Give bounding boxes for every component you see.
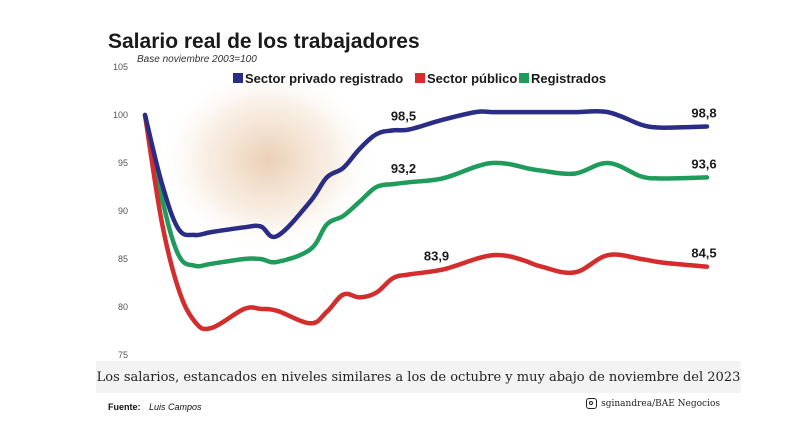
series-line: [142, 112, 710, 332]
source: Fuente: Luis Campos: [108, 402, 202, 412]
legend-entry: Registrados: [531, 71, 606, 86]
y-axis: 105 100 95 90 85 80 75: [113, 62, 128, 360]
y-tick-label: 100: [113, 110, 128, 120]
caption-bar: Los salarios, estancados en niveles simi…: [96, 361, 741, 393]
chart-subtitle: Base noviembre 2003=100: [137, 54, 257, 65]
y-tick-label: 90: [118, 206, 128, 216]
data-labels: 98,5 98,8 83,9 84,5 93,2 93,6: [391, 106, 717, 264]
credit-text: sginandrea/BAE Negocios: [601, 398, 720, 409]
instagram-icon: [586, 398, 598, 409]
y-tick-label: 105: [113, 62, 128, 72]
chart-title: Salario real de los trabajadores: [108, 30, 420, 53]
data-label: 98,5: [391, 108, 416, 123]
y-tick-label: 95: [118, 158, 128, 168]
data-label: 93,2: [391, 161, 416, 176]
caption: Los salarios, estancados en niveles simi…: [96, 369, 741, 385]
source-value: Luis Campos: [149, 402, 202, 412]
series-line: [142, 112, 710, 269]
source-label: Fuente:: [108, 402, 141, 412]
background-photo: [158, 65, 378, 255]
legend-swatch: [415, 73, 425, 83]
series-line: [142, 108, 710, 240]
series-lines: [142, 108, 710, 332]
y-tick-label: 75: [118, 350, 128, 360]
legend-swatch: [519, 73, 529, 83]
data-label: 98,8: [691, 106, 716, 121]
footer: Fuente: Luis Campos sginandrea/BAE Negoc…: [108, 398, 720, 416]
y-tick-label: 80: [118, 302, 128, 312]
credit: sginandrea/BAE Negocios: [586, 398, 720, 409]
data-label: 83,9: [424, 249, 449, 264]
y-tick-label: 85: [118, 254, 128, 264]
legend-entry: Sector público: [427, 71, 517, 86]
legend: Sector privado registrado Sector público R…: [233, 71, 606, 86]
legend-swatch: [233, 73, 243, 83]
data-label: 93,6: [691, 156, 716, 171]
data-label: 84,5: [691, 246, 716, 261]
legend-entry: Sector privado registrado: [245, 71, 403, 86]
